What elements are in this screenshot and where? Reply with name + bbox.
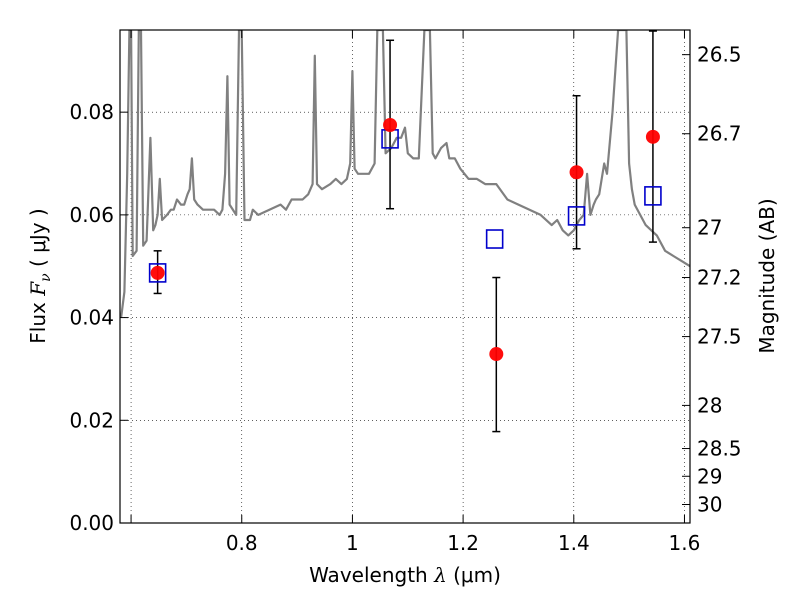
y-tick-label: 0.06	[69, 203, 114, 227]
y2-tick-label: 28.5	[697, 437, 742, 461]
y-tick-label: 0.02	[69, 408, 114, 432]
x-tick-label: 1.2	[447, 531, 479, 555]
y2-tick-label: 27	[697, 216, 722, 240]
y2-tick-label: 28	[697, 393, 722, 417]
model-point	[644, 186, 662, 206]
model-point	[567, 206, 586, 226]
y2-tick-label: 27.5	[697, 325, 742, 349]
x-tick-label: 1.4	[558, 531, 590, 555]
observed-point	[150, 265, 165, 280]
y-axis-label: Flux Fν ( μJy )	[26, 208, 54, 343]
observed-point	[645, 129, 660, 144]
y2-tick-label: 26.7	[697, 122, 742, 146]
observed-point	[383, 118, 398, 133]
x-tick-label: 0.8	[226, 531, 258, 555]
x-tick-label: 1	[346, 531, 359, 555]
y2-tick-label: 30	[697, 493, 722, 517]
y2-tick-label: 29	[697, 464, 722, 488]
spectrum-layer	[120, 30, 690, 318]
model-point	[148, 263, 167, 283]
x-tick-label: 1.6	[669, 531, 701, 555]
spectrum-line	[120, 30, 690, 318]
x-axis-label: Wavelength λ (μm)	[309, 563, 501, 587]
y2-tick-label: 26.5	[697, 43, 742, 67]
observed-point	[569, 165, 584, 180]
plot-frame	[119, 29, 691, 524]
grid-lines	[120, 30, 690, 524]
errorbars-layer	[153, 30, 657, 433]
observed-points-layer	[150, 118, 660, 362]
y-tick-label: 0.08	[69, 100, 114, 124]
y-tick-label: 0.04	[69, 306, 114, 330]
y2-axis-label: Magnitude (AB)	[755, 198, 779, 353]
model-points-layer	[148, 129, 662, 283]
axis-ticks: 0.8 1 1.2 1.4 1.6 0.00 0.02 0.04 0.06 0.08 26.5 26.…	[69, 30, 742, 555]
y-tick-label: 0.00	[69, 511, 114, 535]
y2-tick-label: 27.2	[697, 266, 742, 290]
observed-point	[489, 347, 504, 362]
model-point	[485, 229, 504, 249]
